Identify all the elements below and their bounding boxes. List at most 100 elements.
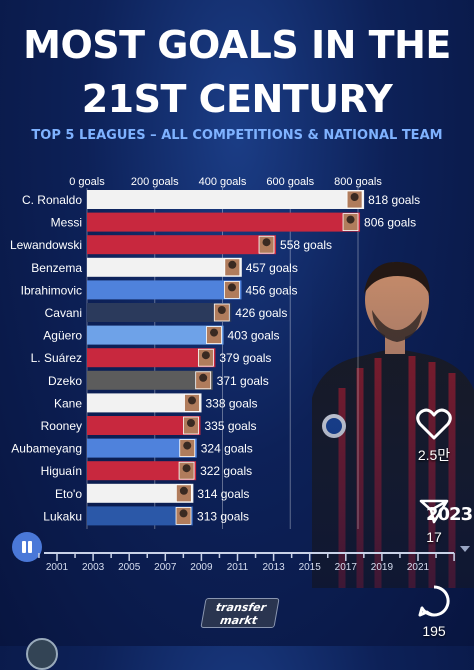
bar	[87, 348, 216, 368]
timeline-year-label: 2007	[154, 562, 177, 573]
value-label: 338 goals	[205, 396, 257, 410]
category-label: Higuaín	[41, 464, 82, 478]
value-label: 403 goals	[228, 329, 280, 343]
comment-count: 195	[422, 623, 446, 639]
player-thumbnail-head	[350, 193, 359, 201]
current-year-label: 2023	[426, 504, 473, 525]
year-timeline[interactable]: 2001 2003 2005 2007 2009 2011 2013 2015 2017 2019…	[0, 540, 474, 574]
player-thumbnail-head	[186, 419, 195, 427]
like-control[interactable]: 2.5만	[406, 408, 462, 465]
value-label: 324 goals	[201, 442, 253, 456]
category-label: Benzema	[31, 261, 82, 275]
avatar[interactable]	[26, 638, 58, 670]
bar	[87, 416, 201, 435]
player-thumbnail-head	[201, 351, 210, 360]
pause-icon	[22, 541, 26, 553]
player-thumbnail-head	[346, 215, 355, 224]
bar-row: Lewandowski 558 goals	[10, 235, 332, 255]
timeline-year-label: 2009	[190, 562, 213, 573]
bar-chart: 0 goals 200 goals 400 goals 600 goals 800 go…	[10, 176, 420, 529]
timeline-year-label: 2019	[371, 562, 394, 573]
title-line-2: 21ST CENTURY	[81, 77, 393, 121]
value-label: 558 goals	[280, 238, 332, 252]
bar-row: Ibrahimovic 456 goals	[21, 280, 298, 300]
heart-icon[interactable]	[416, 408, 452, 440]
bar	[87, 506, 194, 526]
category-label: Eto'o	[55, 487, 82, 501]
player-thumbnail-head	[210, 328, 219, 337]
player-thumbnail-head	[217, 306, 226, 314]
category-label: L. Suárez	[31, 351, 82, 365]
x-tick-label: 400 goals	[199, 176, 247, 188]
value-label: 322 goals	[200, 464, 252, 478]
value-label: 379 goals	[219, 351, 271, 365]
category-label: Ibrahimovic	[21, 283, 82, 297]
bar	[87, 212, 361, 232]
player-thumbnail-head	[183, 441, 192, 450]
player-thumbnail-head	[262, 238, 271, 247]
comment-control[interactable]: 195	[406, 584, 462, 639]
timeline-year-label: 2013	[262, 562, 285, 573]
value-label: 426 goals	[235, 306, 287, 320]
share-count: 17	[426, 529, 442, 545]
x-tick-label: 600 goals	[266, 176, 314, 188]
share-icon[interactable]	[419, 498, 449, 524]
x-tick-label: 200 goals	[131, 176, 179, 188]
comment-icon[interactable]	[417, 584, 451, 618]
player-thumbnail-head	[187, 396, 196, 405]
value-label: 314 goals	[197, 487, 249, 501]
player-thumbnail-head	[182, 464, 191, 473]
bar-row: Agüero 403 goals	[43, 325, 280, 345]
pause-button[interactable]	[12, 532, 42, 562]
bar-row: Lukaku 313 goals	[43, 506, 249, 526]
player-thumbnail-head	[179, 509, 188, 518]
bar-row: Higuaín 322 goals	[41, 461, 252, 481]
value-label: 457 goals	[246, 261, 298, 275]
chart-bars: C. Ronaldo 818 goals Messi 806 goals Lewando…	[10, 190, 420, 526]
title-line-1: MOST GOALS IN THE	[23, 23, 451, 67]
player-thumbnail-head	[228, 260, 237, 269]
bar-row: Dzeko 371 goals	[48, 370, 269, 390]
bar-row: Kane 338 goals	[54, 393, 258, 413]
category-label: Kane	[54, 396, 82, 410]
x-tick-label: 0 goals	[69, 176, 105, 188]
timeline-year-label: 2003	[82, 562, 105, 573]
bar	[87, 461, 197, 481]
x-axis-ticks: 0 goals 200 goals 400 goals 600 goals 800 go…	[69, 176, 382, 188]
category-label: Lukaku	[43, 509, 82, 523]
share-control[interactable]: 17	[406, 498, 462, 545]
bar-row: Cavani 426 goals	[45, 303, 287, 322]
bar-row: Benzema 457 goals	[31, 257, 298, 277]
category-label: Lewandowski	[10, 238, 82, 252]
timeline-year-label: 2001	[46, 562, 69, 573]
value-label: 818 goals	[368, 193, 420, 207]
value-label: 371 goals	[217, 374, 269, 388]
bar-row: L. Suárez 379 goals	[31, 348, 271, 368]
bar-row: Eto'o 314 goals	[55, 483, 249, 503]
category-label: Cavani	[45, 306, 82, 320]
timeline-year-label: 2011	[227, 562, 249, 573]
timeline-year-label: 2005	[118, 562, 141, 573]
bar	[87, 438, 197, 458]
bar	[87, 325, 224, 345]
value-label: 313 goals	[197, 509, 249, 523]
category-label: Dzeko	[48, 374, 82, 388]
timeline-year-label: 2015	[299, 562, 322, 573]
category-label: Agüero	[43, 329, 82, 343]
category-label: Rooney	[41, 419, 82, 433]
chart-subtitle: TOP 5 LEAGUES – ALL COMPETITIONS & NATIO…	[31, 128, 443, 143]
bar	[87, 303, 232, 322]
bar	[87, 235, 277, 255]
category-label: Messi	[51, 216, 82, 230]
player-thumbnail-head	[227, 283, 236, 292]
bar-row: C. Ronaldo 818 goals	[22, 190, 420, 209]
timeline-year-label: 2017	[335, 562, 358, 573]
bar	[87, 370, 213, 390]
category-label: C. Ronaldo	[22, 193, 82, 207]
x-tick-label: 800 goals	[334, 176, 382, 188]
player-thumbnail-head	[179, 486, 188, 495]
player-thumbnail-head	[199, 373, 208, 382]
value-label: 335 goals	[204, 419, 256, 433]
timeline-marker[interactable]	[460, 546, 470, 552]
value-label: 456 goals	[245, 283, 297, 297]
